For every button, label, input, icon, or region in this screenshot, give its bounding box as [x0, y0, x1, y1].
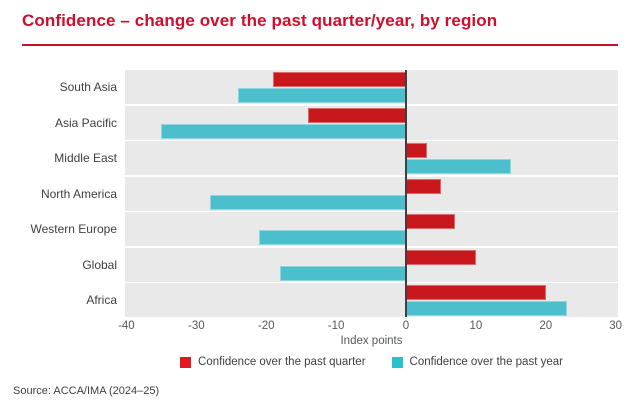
bar-quarter [406, 249, 476, 265]
chart-title: Confidence – change over the past quarte… [22, 11, 498, 30]
zero-axis-line [405, 70, 407, 317]
row-label: Asia Pacific [54, 115, 117, 130]
legend-item: Confidence over the past quarter [180, 356, 366, 368]
x-tick-label: 0 [402, 320, 410, 332]
bar-year [280, 265, 406, 281]
bar-quarter [406, 143, 427, 158]
bar-year [210, 194, 406, 210]
bar-quarter [406, 214, 455, 229]
x-tick-label: 20 [539, 320, 553, 332]
bar-year [161, 123, 406, 139]
legend-swatch [391, 356, 403, 368]
bar-year [238, 88, 406, 103]
legend-label: Confidence over the past year [409, 356, 563, 368]
legend-swatch [180, 356, 192, 368]
legend: Confidence over the past quarter Confiden… [125, 356, 618, 368]
bar-year [406, 301, 567, 316]
legend-label: Confidence over the past quarter [198, 356, 366, 368]
legend-item: Confidence over the past year [391, 356, 563, 368]
x-tick-label: -40 [118, 320, 135, 332]
bar-quarter [273, 72, 406, 87]
x-tick-label: -30 [187, 320, 205, 332]
bar-year [406, 159, 511, 174]
bar-quarter [406, 285, 546, 300]
source-note: Source: ACCA/IMA (2024–25) [13, 385, 160, 397]
bar-quarter [308, 107, 406, 123]
x-axis-label: Index points [340, 335, 403, 347]
bar-year [259, 230, 406, 245]
x-tick-label: -20 [257, 320, 275, 332]
row-label: Global [82, 257, 117, 272]
row-label: Middle East [54, 151, 117, 165]
row-label: Western Europe [30, 222, 118, 236]
row-label: South Asia [59, 80, 117, 94]
x-tick-label: -10 [327, 320, 345, 332]
bar-quarter [406, 178, 441, 194]
title-rule [22, 44, 618, 46]
row-label: North America [40, 186, 117, 201]
row-label: Africa [86, 293, 117, 307]
row-band [125, 141, 618, 175]
x-tick-label: 10 [469, 320, 483, 332]
x-tick-label: 30 [609, 320, 623, 332]
